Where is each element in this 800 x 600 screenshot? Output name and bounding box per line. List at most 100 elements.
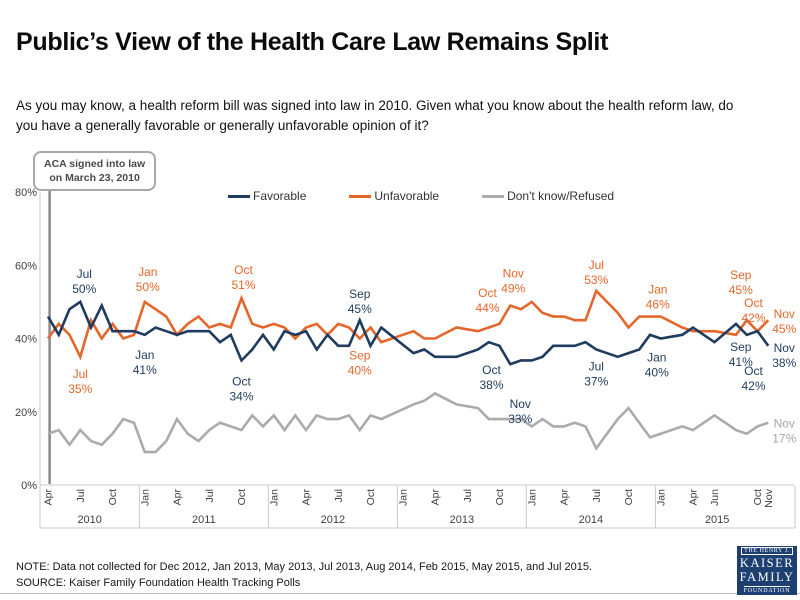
point-label-value: 40% xyxy=(645,366,669,380)
x-axis-month-label: Jan xyxy=(397,489,409,506)
x-axis-month-label: Oct xyxy=(107,489,119,505)
point-label-month: Jul xyxy=(77,267,92,281)
point-label-month: Oct xyxy=(234,263,253,277)
series-line-don-t-know-refused xyxy=(47,391,769,454)
x-axis-month-label: Oct xyxy=(365,489,377,505)
survey-question-line1: As you may know, a health reform bill wa… xyxy=(16,98,734,113)
year-label: 2010 xyxy=(77,514,101,526)
favorable-line-swatch xyxy=(228,194,250,198)
point-label-value: 34% xyxy=(229,389,253,403)
point-label-month: Nov xyxy=(774,417,795,431)
point-label-month: Oct xyxy=(478,286,497,300)
point-label-value: 17% xyxy=(772,432,796,446)
x-axis-month-label: Nov xyxy=(763,488,775,507)
year-label: 2015 xyxy=(705,514,729,526)
survey-question-line2: you have a generally favorable or genera… xyxy=(16,118,429,133)
y-axis-tick-label: 80% xyxy=(15,187,37,199)
x-axis-month-label: Jul xyxy=(462,489,474,502)
logo-family-text: FAMILY xyxy=(739,569,795,584)
point-label-value: 45% xyxy=(348,302,372,316)
point-label-value: 45% xyxy=(772,322,796,336)
x-axis-month-label: Oct xyxy=(623,489,635,505)
year-label: 2014 xyxy=(579,514,603,526)
bottom-divider xyxy=(0,593,800,594)
source-text: SOURCE: Kaiser Family Foundation Health … xyxy=(16,577,301,589)
point-label-value: 35% xyxy=(68,382,92,396)
legend-label-unfavorable: Unfavorable xyxy=(374,189,440,203)
point-label-value: 41% xyxy=(133,363,157,377)
page-title: Public’s View of the Health Care Law Rem… xyxy=(16,28,609,56)
x-axis-month-label: Apr xyxy=(688,489,700,506)
x-axis-month-label: Jan xyxy=(268,489,280,506)
legend-label-favorable: Favorable xyxy=(253,189,307,203)
y-axis-tick-label: 0% xyxy=(21,480,37,492)
point-label-value: 41% xyxy=(729,355,753,369)
year-label: 2012 xyxy=(321,514,345,526)
x-axis-month-label: Apr xyxy=(43,489,55,506)
x-axis-month-label: Jan xyxy=(526,489,538,506)
aca-annotation-line1: ACA signed into law xyxy=(44,158,146,170)
point-label-month: Oct xyxy=(232,374,251,388)
legend-item-dontknow: Don't know/Refused xyxy=(482,189,614,203)
point-label-month: Sep xyxy=(730,340,752,354)
logo-henry-j-text: THE HENRY J. xyxy=(741,547,793,556)
point-label-value: 33% xyxy=(508,412,532,426)
point-label-month: Nov xyxy=(503,267,524,281)
x-axis-month-label: Oct xyxy=(752,489,764,505)
series-line-unfavorable xyxy=(46,288,770,361)
chart-legend: Favorable Unfavorable Don't know/Refused xyxy=(228,189,614,203)
aca-annotation-line2: on March 23, 2010 xyxy=(49,172,140,185)
x-axis-month-label: Apr xyxy=(172,489,184,506)
x-axis-month-label: Jun xyxy=(709,489,721,506)
x-axis-month-label: Apr xyxy=(559,489,571,506)
point-label-value: 38% xyxy=(772,356,796,370)
legend-item-unfavorable: Unfavorable xyxy=(349,189,439,203)
point-label-value: 50% xyxy=(136,280,160,294)
point-label-value: 38% xyxy=(479,378,503,392)
point-label-month: Jan xyxy=(647,351,666,365)
point-label-month: Nov xyxy=(510,397,531,411)
logo-kaiser-text: KAISER xyxy=(739,556,795,571)
x-axis-month-label: Jan xyxy=(655,489,667,506)
point-label-month: Nov xyxy=(774,307,795,321)
x-axis-month-label: Jul xyxy=(591,489,603,502)
dontknow-line-swatch xyxy=(482,194,505,198)
x-axis-month-label: Apr xyxy=(301,489,313,506)
point-label-value: 46% xyxy=(646,298,670,312)
point-label-value: 42% xyxy=(741,379,765,393)
point-label-month: Jul xyxy=(589,359,604,373)
x-axis-month-label: Apr xyxy=(430,489,442,506)
point-label-month: Jul xyxy=(73,367,88,381)
point-label-month: Sep xyxy=(349,349,371,363)
logo-foundation-text: FOUNDATION xyxy=(743,585,791,594)
series-line-favorable xyxy=(46,299,770,366)
note-text: NOTE: Data not collected for Dec 2012, J… xyxy=(16,561,593,573)
footer: NOTE: Data not collected for Dec 2012, J… xyxy=(16,559,592,591)
point-label-value: 37% xyxy=(584,374,608,388)
survey-question: As you may know, a health reform bill wa… xyxy=(16,96,794,136)
x-axis-month-label: Jul xyxy=(333,489,345,502)
point-label-month: Jul xyxy=(589,258,604,272)
point-label-month: Sep xyxy=(730,268,752,282)
point-label-month: Jan xyxy=(138,265,157,279)
x-axis-month-label: Oct xyxy=(236,489,248,505)
x-axis-month-label: Jul xyxy=(204,489,216,502)
year-label: 2013 xyxy=(450,514,474,526)
point-label-month: Sep xyxy=(349,287,371,301)
x-axis-month-label: Jan xyxy=(139,489,151,506)
y-axis-tick-label: 60% xyxy=(15,260,37,272)
point-label-month: Oct xyxy=(744,364,763,378)
legend-label-dontknow: Don't know/Refused xyxy=(507,189,615,203)
x-axis-month-label: Oct xyxy=(494,489,506,505)
y-axis-tick-label: 20% xyxy=(15,407,37,419)
x-axis-month-label: Jul xyxy=(75,489,87,502)
legend-item-favorable: Favorable xyxy=(228,189,306,203)
point-label-value: 53% xyxy=(584,273,608,287)
point-label-month: Jan xyxy=(135,348,154,362)
point-label-value: 49% xyxy=(501,282,525,296)
point-label-month: Oct xyxy=(744,296,763,310)
point-label-value: 40% xyxy=(348,364,372,378)
point-label-value: 50% xyxy=(72,282,96,296)
